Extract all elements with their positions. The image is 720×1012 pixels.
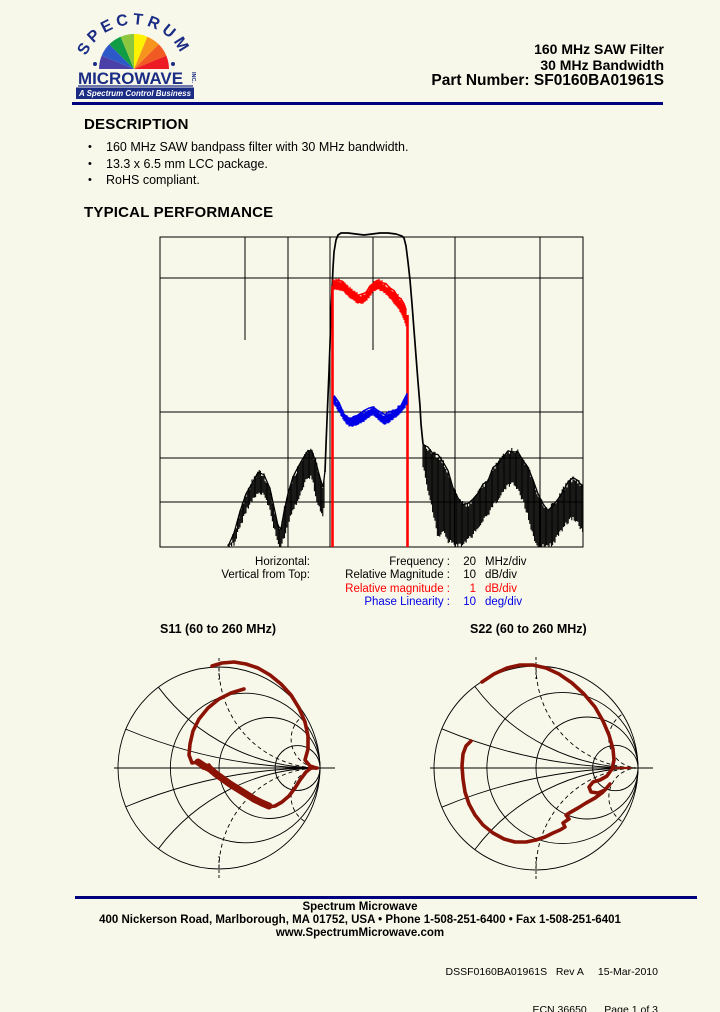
logo-tagline-bar (76, 87, 194, 99)
doc-info-block: DSSF0160BA01961S Rev A 15-Mar-2010 ECN 3… (446, 941, 659, 1012)
title-line-2: 30 MHz Bandwidth (540, 56, 664, 73)
legend-row: Relative magnitude : 1 dB/div (180, 583, 555, 596)
s11-smith-chart (114, 658, 335, 878)
legend-value: 10 (463, 569, 476, 582)
chart-legend-table: Horizontal: Frequency : 20 MHz/div Verti… (180, 556, 555, 610)
legend-group: Horizontal: (255, 556, 310, 568)
footer-block: Spectrum Microwave 400 Nickerson Road, M… (0, 901, 720, 940)
s22-smith-chart (430, 657, 653, 879)
logo-name-text: MICROWAVE (78, 69, 183, 88)
doc-page: Page 1 of 3 (604, 1003, 658, 1012)
bullet-text: 13.3 x 6.5 mm LCC package. (106, 156, 268, 171)
doc-number-line: DSSF0160BA01961S Rev A 15-Mar-2010 (446, 966, 659, 979)
typical-performance-heading: TYPICAL PERFORMANCE (84, 204, 274, 221)
bullet-icon: • (88, 157, 92, 170)
legend-row: Phase Linearity : 10 deg/div (180, 596, 555, 609)
list-item: • RoHS compliant. (88, 174, 408, 187)
legend-group (180, 596, 310, 609)
legend-value: 10 (463, 596, 476, 609)
bullet-text: RoHS compliant. (106, 173, 200, 187)
logo-dot-left (93, 62, 97, 66)
bullet-separator-icon: • (378, 914, 383, 926)
legend-label: Relative magnitude : (345, 582, 450, 595)
s11-title: S11 (60 to 260 MHz) (160, 622, 277, 636)
legend-label: Relative Magnitude : (345, 569, 450, 582)
doc-revision: Rev A (555, 966, 584, 978)
legend-row: Horizontal: Frequency : 20 MHz/div (180, 556, 555, 569)
logo-tagline-text: A Spectrum Control Business (78, 89, 192, 98)
legend-value: 20 (463, 556, 476, 568)
footer-address: 400 Nickerson Road, Marlborough, MA 0175… (99, 914, 375, 926)
legend-unit: deg/div (485, 596, 523, 609)
list-item: • 160 MHz SAW bandpass filter with 30 MH… (88, 141, 408, 154)
legend-unit: MHz/div (485, 556, 527, 568)
logo-inc-text: INC. (190, 72, 196, 83)
legend-label: Frequency : (389, 556, 450, 568)
rainbow-icon (99, 34, 169, 69)
spectrum-microwave-logo: SPECTRUM MICROWAVE INC. A Spectrum Contr… (74, 11, 196, 99)
legend-value: 1 (469, 582, 476, 595)
frequency-response-chart (159, 232, 584, 548)
header-title-block: 160 MHz SAW Filter 30 MHz Bandwidth Part… (431, 41, 664, 89)
bullet-icon: • (88, 141, 92, 153)
legend-row: Vertical from Top: Relative Magnitude : … (180, 569, 555, 582)
footer-phone: Phone 1-508-251-6400 (385, 914, 506, 926)
list-item: • 13.3 x 6.5 mm LCC package. (88, 156, 408, 171)
bullet-text: 160 MHz SAW bandpass filter with 30 MHz … (106, 140, 409, 154)
legend-group (180, 583, 310, 596)
footer-company: Spectrum Microwave (302, 901, 418, 913)
doc-number: DSSF0160BA01961S (445, 966, 548, 978)
bullet-separator-icon: • (508, 914, 513, 926)
logo-dot-right (171, 62, 175, 66)
legend-unit: dB/div (485, 582, 517, 595)
doc-date: 15-Mar-2010 (597, 966, 658, 978)
doc-ecn: ECN 36650 (532, 1003, 587, 1012)
description-list: • 160 MHz SAW bandpass filter with 30 MH… (88, 141, 408, 191)
description-heading: DESCRIPTION (84, 116, 189, 133)
footer-fax: Fax 1-508-251-6401 (516, 914, 621, 926)
legend-label: Phase Linearity : (364, 596, 450, 609)
s22-title: S22 (60 to 260 MHz) (470, 622, 587, 636)
doc-ecn-line: ECN 36650 Page 1 of 3 (446, 1003, 658, 1012)
legend-unit: dB/div (485, 569, 517, 582)
header-rule (72, 102, 663, 105)
title-line-1: 160 MHz SAW Filter (534, 41, 664, 57)
legend-group: Vertical from Top: (221, 569, 310, 582)
footer-address-line: 400 Nickerson Road, Marlborough, MA 0175… (0, 914, 720, 927)
part-number: Part Number: SF0160BA01961S (431, 72, 664, 89)
bullet-icon: • (88, 174, 92, 186)
footer-website-link[interactable]: www.SpectrumMicrowave.com (275, 927, 445, 939)
footer-rule (75, 896, 697, 899)
